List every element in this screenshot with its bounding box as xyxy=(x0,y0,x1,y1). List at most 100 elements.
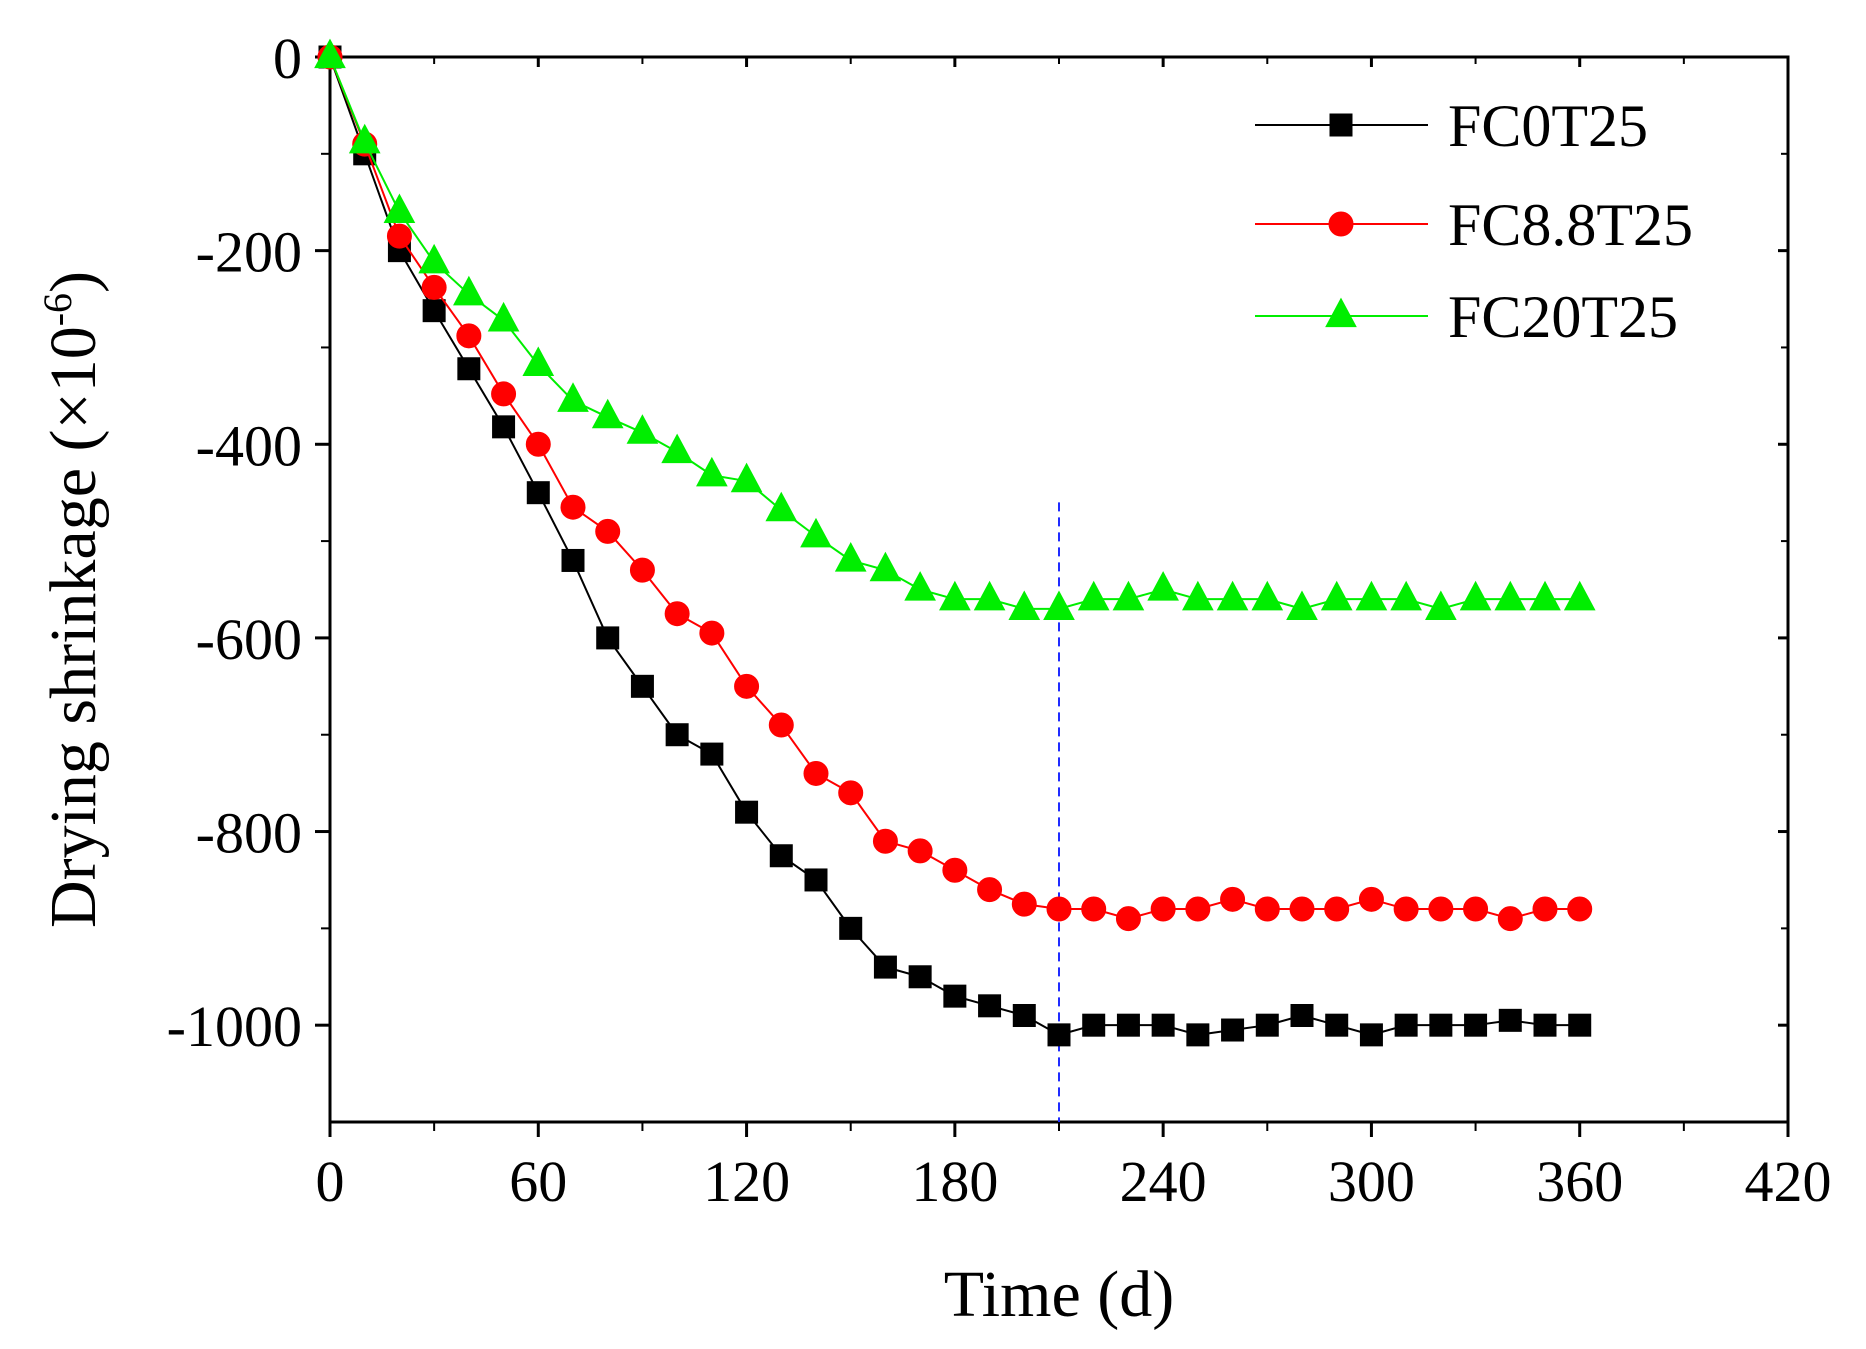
data-point xyxy=(907,838,933,864)
data-point xyxy=(1494,580,1527,611)
data-point xyxy=(1286,590,1318,621)
data-point xyxy=(1255,1013,1279,1037)
data-point xyxy=(596,626,620,650)
data-point xyxy=(699,620,725,646)
x-tick-label: 0 xyxy=(316,1149,345,1214)
data-point xyxy=(664,601,690,627)
data-point xyxy=(1216,580,1249,611)
data-point xyxy=(834,542,867,572)
data-point xyxy=(1325,1013,1349,1037)
data-point xyxy=(418,243,450,274)
data-point xyxy=(1012,1004,1036,1027)
data-point xyxy=(800,517,832,548)
data-point xyxy=(1359,1023,1383,1047)
series-fc20t25 xyxy=(314,38,1596,621)
axis-ticks: 0 60 120 180 240 300 360 420 0 -200 -400 -600 -800 -1… xyxy=(167,26,1832,1214)
x-tick-label: 60 xyxy=(509,1149,567,1214)
data-point xyxy=(1150,896,1176,922)
data-point xyxy=(386,223,412,249)
y-tick-label: -600 xyxy=(196,607,302,672)
data-point xyxy=(839,916,863,940)
data-point xyxy=(1532,896,1558,922)
data-point xyxy=(973,580,1006,611)
data-point xyxy=(943,984,967,1008)
data-point xyxy=(595,518,621,544)
data-point xyxy=(630,674,654,698)
data-point xyxy=(1186,1023,1210,1047)
data-point xyxy=(1151,1013,1175,1037)
x-tick-label: 360 xyxy=(1536,1149,1623,1214)
data-point xyxy=(348,123,381,154)
data-point xyxy=(1358,886,1384,912)
data-point xyxy=(768,712,794,738)
series-fc0t25 xyxy=(318,45,1592,1047)
x-tick-label: 120 xyxy=(703,1149,790,1214)
data-point xyxy=(1497,906,1523,932)
legend: FC0T25 FC8.8T25 FC20T25 xyxy=(1255,93,1693,350)
data-point xyxy=(978,994,1002,1018)
data-point xyxy=(803,760,829,786)
data-point xyxy=(1290,1004,1314,1027)
data-point xyxy=(525,431,551,457)
data-point xyxy=(661,433,693,464)
data-point xyxy=(526,481,550,505)
data-point xyxy=(665,723,689,747)
data-point xyxy=(557,382,589,412)
data-point xyxy=(1428,896,1454,922)
data-point xyxy=(1011,891,1037,917)
y-tick-label: -1000 xyxy=(167,994,302,1059)
data-point xyxy=(1320,580,1353,611)
legend-marker xyxy=(1328,211,1354,237)
data-point xyxy=(314,38,346,69)
data-point xyxy=(453,275,485,306)
data-point xyxy=(1533,1013,1557,1037)
data-point xyxy=(1568,1013,1592,1037)
data-point xyxy=(422,299,446,323)
data-point xyxy=(1563,580,1596,611)
data-point xyxy=(1251,580,1284,611)
y-axis-title-close: ) xyxy=(37,271,110,293)
chart-content: 0 60 120 180 240 300 360 420 0 -200 -400 -600 -800 -1… xyxy=(35,26,1832,1331)
data-point xyxy=(904,571,936,601)
y-tick-label: 0 xyxy=(273,26,302,91)
data-point xyxy=(1529,580,1561,611)
data-point xyxy=(1046,896,1072,922)
data-point xyxy=(1008,590,1041,621)
data-point xyxy=(1459,580,1492,611)
data-point xyxy=(1221,1018,1245,1042)
data-point xyxy=(735,800,759,824)
data-point xyxy=(1324,896,1350,922)
data-point xyxy=(1047,1023,1071,1047)
data-point xyxy=(1115,906,1141,932)
data-point xyxy=(1425,590,1457,621)
data-point xyxy=(1289,896,1315,922)
data-point xyxy=(1081,896,1107,922)
legend-marker xyxy=(1325,297,1357,328)
data-point xyxy=(696,456,728,487)
data-point xyxy=(1498,1008,1522,1032)
data-point xyxy=(1390,580,1422,611)
data-point xyxy=(1077,580,1110,611)
data-point xyxy=(942,857,968,883)
series-line xyxy=(329,56,1581,610)
data-point xyxy=(1182,580,1214,611)
data-point xyxy=(561,548,585,572)
data-point xyxy=(1464,1013,1488,1037)
series-fc8-8t25 xyxy=(317,44,1593,932)
data-point xyxy=(1220,886,1246,912)
data-point xyxy=(1147,571,1179,601)
y-axis-title-main: Drying shrinkage (×10 xyxy=(37,326,110,928)
series-group xyxy=(314,38,1596,1047)
series-line xyxy=(329,56,1581,1036)
data-point xyxy=(873,955,897,979)
data-point xyxy=(765,491,798,522)
data-point xyxy=(1043,590,1075,621)
x-tick-label: 420 xyxy=(1745,1149,1832,1214)
data-point xyxy=(591,398,624,429)
data-point xyxy=(491,381,517,407)
data-point xyxy=(1463,896,1489,922)
data-point xyxy=(1185,896,1211,922)
x-tick-label: 300 xyxy=(1328,1149,1415,1214)
